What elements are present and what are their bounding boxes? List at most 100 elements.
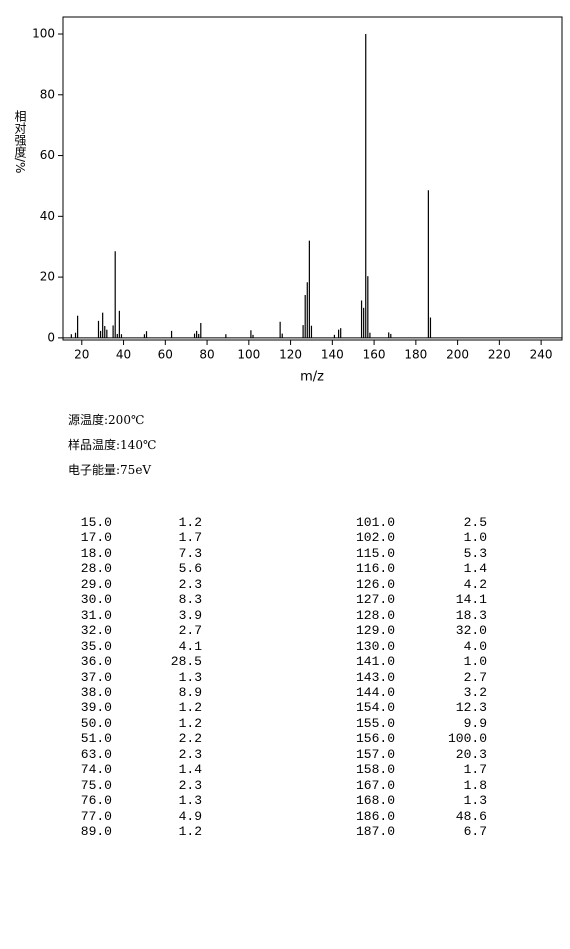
table-cell: 1.2 bbox=[178, 715, 202, 731]
table-cell: 128.0 bbox=[355, 607, 395, 623]
table-cell: 1.3 bbox=[178, 793, 202, 809]
table-cell: 144.0 bbox=[355, 684, 395, 700]
table-cell: 28.0 bbox=[80, 561, 112, 577]
info-line: 样品温度:140℃ bbox=[68, 438, 157, 452]
table-cell: 39.0 bbox=[80, 700, 112, 716]
table-cell: 28.5 bbox=[170, 654, 202, 670]
table-cell: 4.0 bbox=[463, 638, 487, 654]
table-cell: 2.3 bbox=[178, 777, 202, 793]
table-cell: 5.6 bbox=[178, 561, 202, 577]
table-cell: 4.1 bbox=[178, 638, 202, 654]
table-cell: 1.7 bbox=[463, 762, 487, 778]
table-cell: 2.2 bbox=[178, 731, 202, 747]
x-tick-label: 240 bbox=[530, 348, 553, 362]
table-cell: 4.9 bbox=[178, 808, 202, 824]
table-cell: 74.0 bbox=[80, 762, 112, 778]
y-tick-label: 0 bbox=[47, 330, 55, 344]
table-cell: 8.9 bbox=[178, 684, 202, 700]
table-cell: 76.0 bbox=[80, 793, 112, 809]
table-cell: 30.0 bbox=[80, 592, 112, 608]
table-cell: 18.3 bbox=[455, 607, 487, 623]
x-axis-label: m/z bbox=[300, 370, 324, 385]
table-cell: 32.0 bbox=[80, 623, 112, 639]
x-tick-label: 180 bbox=[404, 348, 427, 362]
table-cell: 102.0 bbox=[355, 530, 395, 546]
table-cell: 36.0 bbox=[80, 654, 112, 670]
table-cell: 129.0 bbox=[355, 623, 395, 639]
x-tick-label: 80 bbox=[199, 348, 214, 362]
table-cell: 3.9 bbox=[178, 607, 202, 623]
table-cell: 1.2 bbox=[178, 700, 202, 716]
table-cell: 15.0 bbox=[80, 515, 112, 530]
table-cell: 7.3 bbox=[178, 545, 202, 561]
table-cell: 3.2 bbox=[463, 684, 487, 700]
table-cell: 2.7 bbox=[178, 623, 202, 639]
y-tick-label: 40 bbox=[40, 209, 55, 223]
table-cell: 1.3 bbox=[178, 669, 202, 685]
table-cell: 2.5 bbox=[463, 515, 487, 530]
x-tick-label: 200 bbox=[446, 348, 469, 362]
table-cell: 14.1 bbox=[455, 592, 487, 608]
chart: m/z 相对强度/% 0 20 40 60 80 100 20 40 60 80 100 120 140… bbox=[13, 16, 563, 385]
x-tick-label: 40 bbox=[116, 348, 131, 362]
table-cell: 1.8 bbox=[463, 777, 487, 793]
table-cell: 1.3 bbox=[463, 793, 487, 809]
y-tick-label: 100 bbox=[32, 27, 55, 41]
y-tick-label: 20 bbox=[40, 270, 55, 284]
table-cell: 37.0 bbox=[80, 669, 112, 685]
table-cell: 31.0 bbox=[80, 607, 112, 623]
table-cell: 1.0 bbox=[463, 654, 487, 670]
x-tick-label: 160 bbox=[363, 348, 386, 362]
x-tick-label: 100 bbox=[237, 348, 260, 362]
table-cell: 2.7 bbox=[463, 669, 487, 685]
table-cell: 2.3 bbox=[178, 746, 202, 762]
table-cell: 32.0 bbox=[455, 623, 487, 639]
table-cell: 63.0 bbox=[80, 746, 112, 762]
table-cell: 51.0 bbox=[80, 731, 112, 747]
table-cell: 126.0 bbox=[355, 576, 395, 592]
table-cell: 1.0 bbox=[463, 530, 487, 546]
info-line: 电子能量:75eV bbox=[68, 463, 152, 477]
table-cell: 6.7 bbox=[463, 824, 487, 839]
table-cell: 29.0 bbox=[80, 576, 112, 592]
table-cell: 77.0 bbox=[80, 808, 112, 824]
table-cell: 5.3 bbox=[463, 545, 487, 561]
table-cell: 127.0 bbox=[355, 592, 395, 608]
table-cell: 50.0 bbox=[80, 715, 112, 731]
table-cell: 157.0 bbox=[355, 746, 395, 762]
x-tick-label: 220 bbox=[488, 348, 511, 362]
table-cell: 141.0 bbox=[355, 654, 395, 670]
table-cell: 130.0 bbox=[355, 638, 395, 654]
table-cell: 75.0 bbox=[80, 777, 112, 793]
table-cell: 17.0 bbox=[80, 530, 112, 546]
table-cell: 1.7 bbox=[178, 530, 202, 546]
info-line: 源温度:200℃ bbox=[68, 413, 145, 427]
x-tick-label: 60 bbox=[158, 348, 173, 362]
x-tick-label: 140 bbox=[321, 348, 344, 362]
x-tick-label: 20 bbox=[74, 348, 89, 362]
table-cell: 155.0 bbox=[355, 715, 395, 731]
table-cell: 156.0 bbox=[355, 731, 395, 747]
table-cell: 158.0 bbox=[355, 762, 395, 778]
y-axis-label: 相对强度/% bbox=[13, 110, 27, 174]
table-cell: 154.0 bbox=[355, 700, 395, 716]
table-cell: 1.4 bbox=[463, 561, 487, 577]
x-tick-label: 120 bbox=[279, 348, 302, 362]
table-cell: 9.9 bbox=[463, 715, 487, 731]
table-cell: 38.0 bbox=[80, 684, 112, 700]
table-cell: 89.0 bbox=[80, 824, 112, 839]
table-cell: 18.0 bbox=[80, 545, 112, 561]
plot-frame bbox=[62, 16, 563, 341]
table-cell: 2.3 bbox=[178, 576, 202, 592]
table-cell: 186.0 bbox=[355, 808, 395, 824]
table-cell: 35.0 bbox=[80, 638, 112, 654]
table-cell: 168.0 bbox=[355, 793, 395, 809]
table-cell: 143.0 bbox=[355, 669, 395, 685]
table-cell: 20.3 bbox=[455, 746, 487, 762]
table-cell: 1.2 bbox=[178, 515, 202, 530]
y-tick-label: 80 bbox=[40, 87, 55, 101]
table-cell: 1.4 bbox=[178, 762, 202, 778]
table-cell: 48.6 bbox=[455, 808, 487, 824]
table-cell: 101.0 bbox=[355, 515, 395, 530]
